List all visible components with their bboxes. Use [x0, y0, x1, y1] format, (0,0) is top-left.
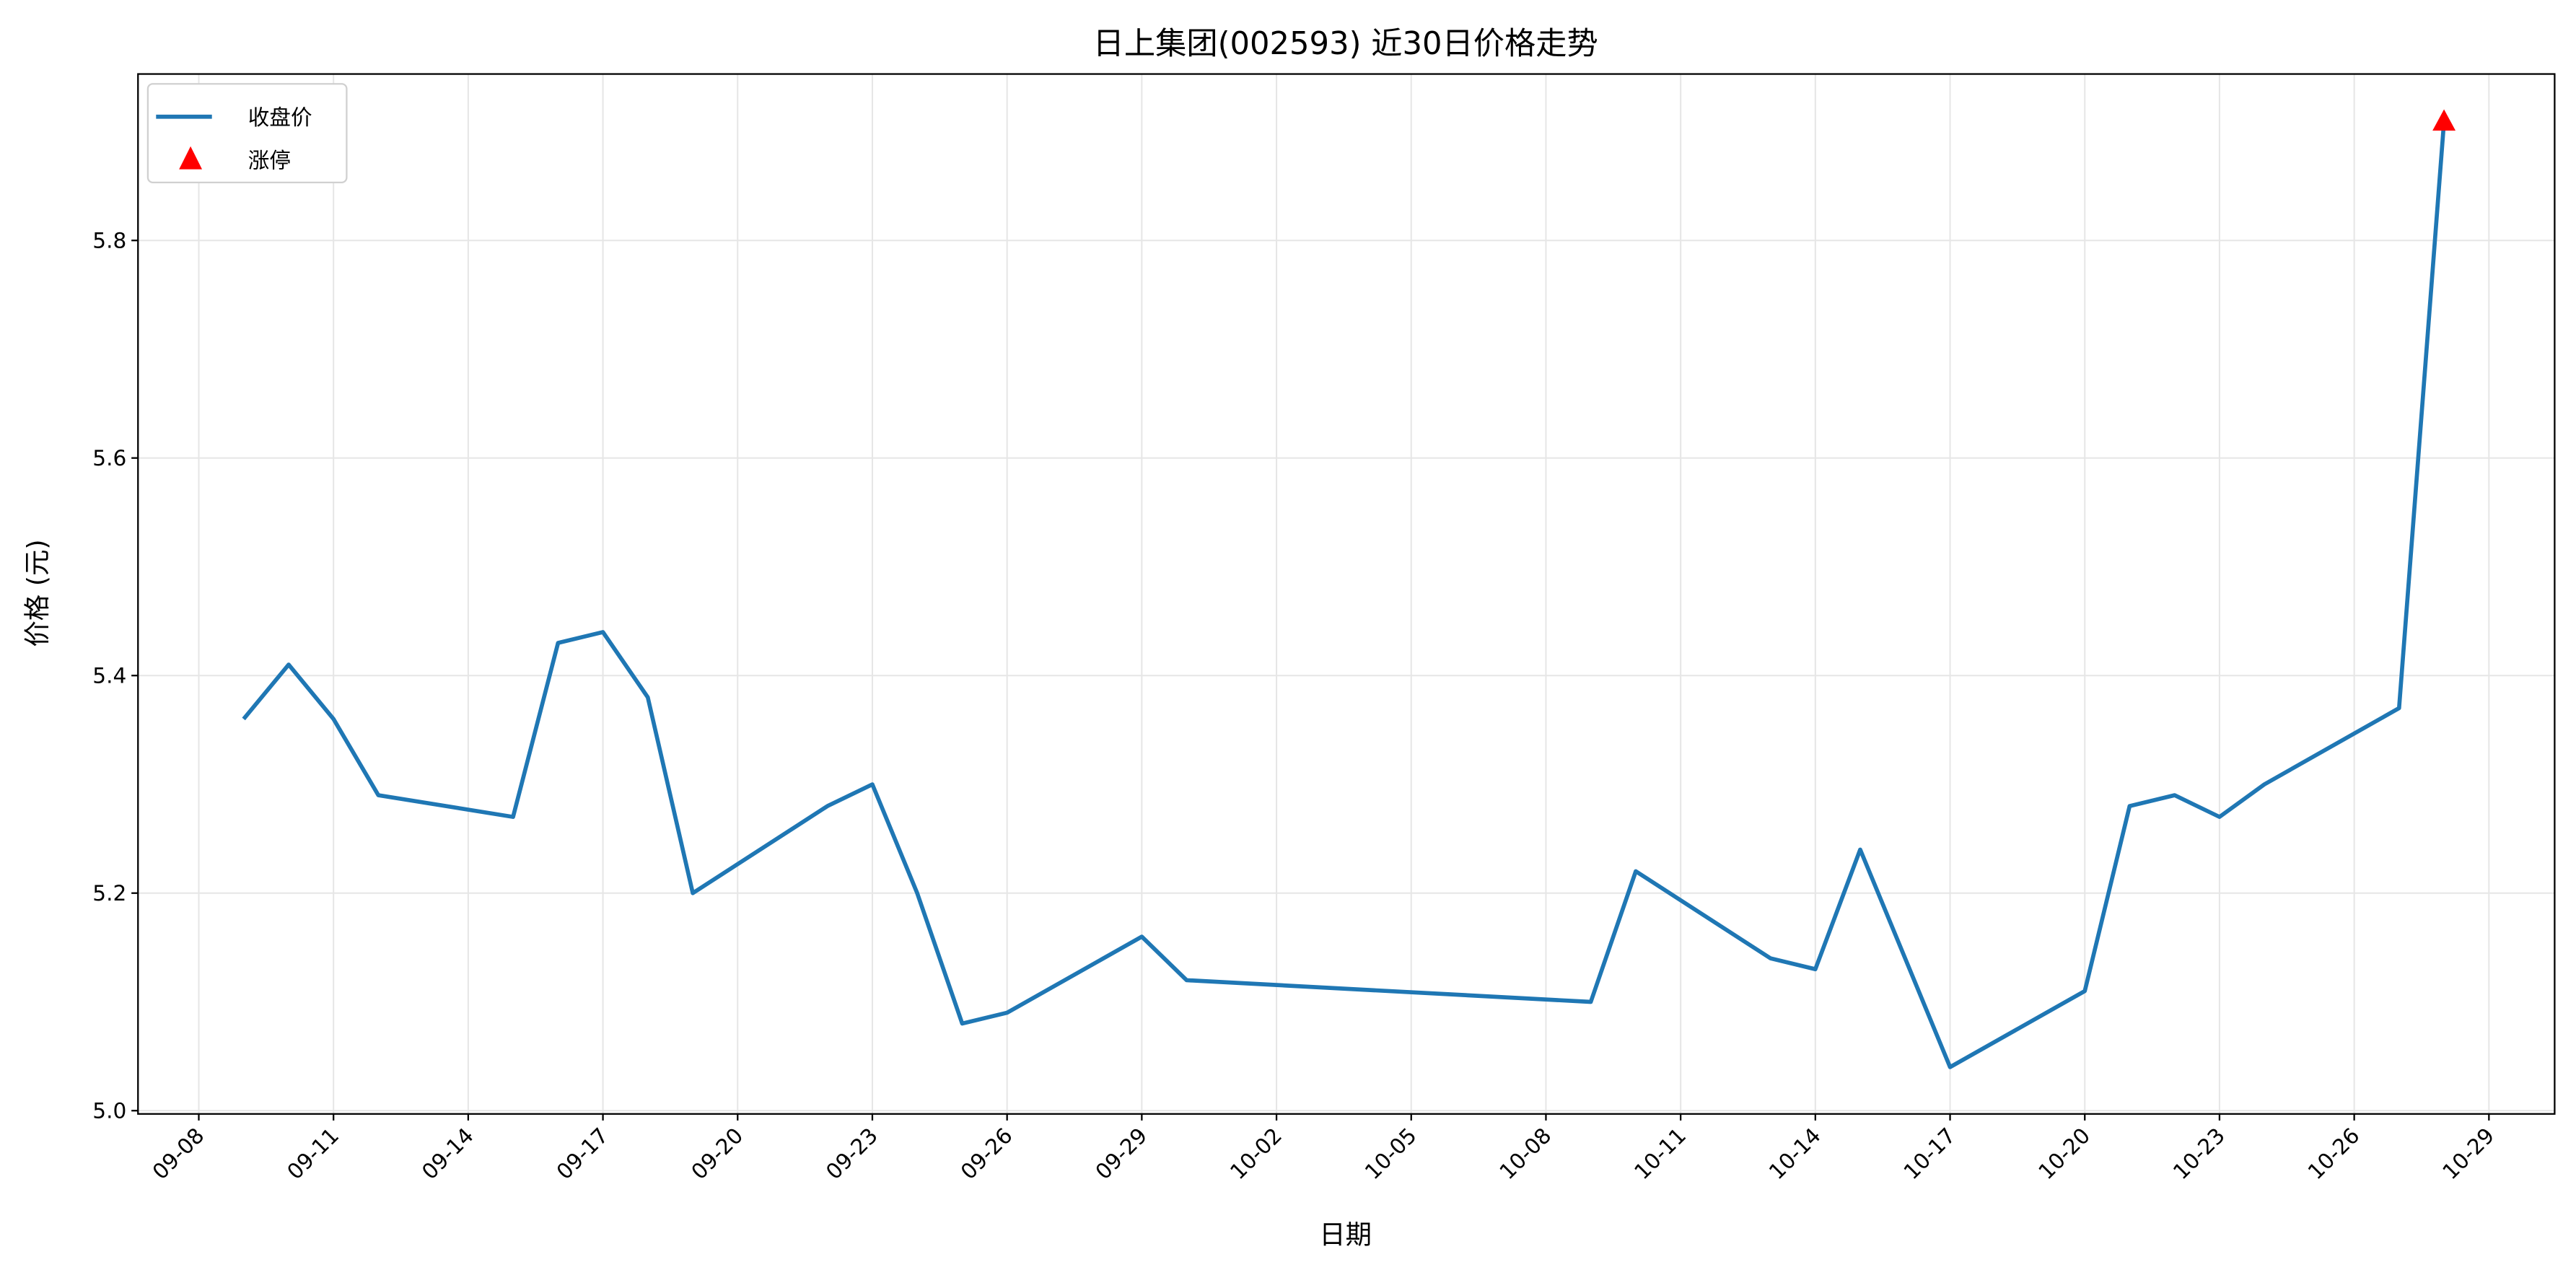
y-axis-label: 价格 (元): [22, 539, 53, 647]
legend: 收盘价 涨停: [146, 83, 348, 183]
chart-title: 日上集团(002593) 近30日价格走势: [1093, 26, 1598, 62]
plot-frame: [137, 73, 2556, 1115]
x-axis-label: 日期: [1319, 1219, 1372, 1250]
legend-label-limit-up: 涨停: [248, 148, 291, 172]
y-tick-label: 5.4: [92, 663, 126, 688]
y-tick-label: 5.8: [92, 228, 126, 253]
y-tick-label: 5.6: [92, 446, 126, 470]
close-price-line: [242, 121, 2447, 1069]
legend-box: [146, 83, 348, 183]
limit-up-marker: [2432, 109, 2456, 131]
legend-label-close: 收盘价: [248, 105, 312, 130]
series-layer: [242, 109, 2456, 1069]
grid: [138, 74, 2555, 1114]
y-tick-label: 5.0: [92, 1098, 126, 1123]
y-tick-label: 5.2: [92, 881, 126, 906]
y-axis-ticks: 5.0 5.2 5.4 5.6 5.8: [92, 228, 139, 1123]
legend-triangle-icon: [179, 146, 203, 170]
